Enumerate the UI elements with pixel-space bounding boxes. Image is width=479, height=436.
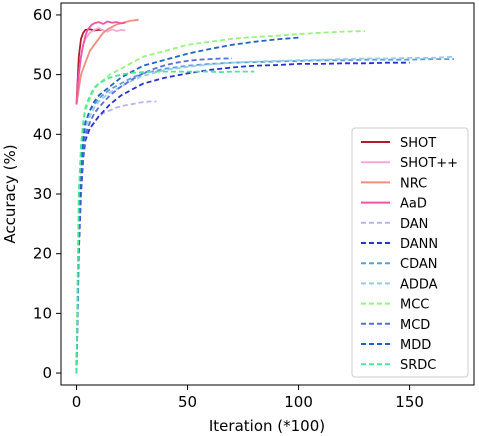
legend-label-shotplusplus: SHOT++ [400,156,458,171]
legend-label-mcd: MCD [400,318,430,333]
series-line-mdd [75,36,299,374]
legend: SHOT SHOT++ NRC AaD DAN DANN CDAN ADDA MCC MCD MDD… [351,127,469,378]
legend-label-shot: SHOT [400,136,436,151]
legend-label-nrc: NRC [400,176,427,191]
y-tick-label: 40 [33,125,52,143]
legend-label-aad: AaD [400,197,427,212]
series-line-aad [75,20,126,105]
y-axis: 0 10 20 30 40 50 60 [33,6,61,382]
legend-label-mcc: MCC [400,298,429,313]
x-tick-label: 150 [395,393,424,411]
x-axis-label: Iteration (*100) [209,417,325,435]
x-tick-label: 100 [284,393,313,411]
y-axis-label: Accuracy (%) [1,144,19,243]
series-line-dan [75,100,157,374]
y-tick-label: 0 [42,364,52,382]
series-layer [75,18,455,374]
series-line-mcd [75,57,232,374]
y-tick-label: 50 [33,66,52,84]
x-tick-label: 50 [178,393,197,411]
x-axis: 0 50 100 150 [72,385,424,411]
legend-label-dan: DAN [400,217,428,232]
series-line-cdan [75,58,454,374]
series-line-nrc [75,18,139,105]
y-tick-label: 20 [33,245,52,263]
series-line-dann [75,61,410,374]
legend-label-dann: DANN [400,237,438,252]
y-tick-label: 60 [33,6,52,24]
series-line-mcc [75,30,366,374]
y-tick-label: 30 [33,185,52,203]
legend-label-srdc: SRDC [400,358,436,373]
legend-label-cdan: CDAN [400,257,437,272]
y-tick-label: 10 [33,304,52,322]
x-tick-label: 0 [72,393,82,411]
series-line-srdc [75,70,255,374]
legend-box [351,127,469,378]
legend-label-adda: ADDA [400,277,438,292]
series-line-shot [75,28,104,105]
legend-label-mdd: MDD [400,338,431,353]
series-line-adda [75,55,455,374]
